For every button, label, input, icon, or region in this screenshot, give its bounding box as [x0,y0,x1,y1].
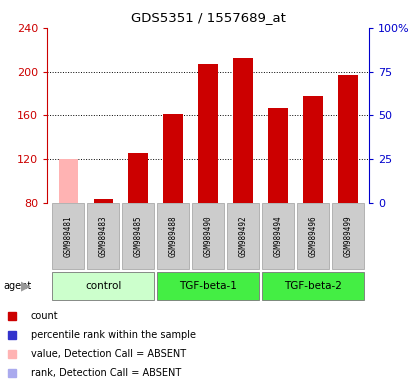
Bar [261,204,293,269]
Text: GSM989490: GSM989490 [203,215,212,257]
Bar [128,152,147,203]
Bar [337,75,357,203]
Bar [163,114,182,203]
Text: TGF-beta-1: TGF-beta-1 [179,281,236,291]
Text: rank, Detection Call = ABSENT: rank, Detection Call = ABSENT [31,368,180,378]
Text: GSM989494: GSM989494 [273,215,282,257]
Text: count: count [31,311,58,321]
Bar [297,204,328,269]
Bar [122,204,154,269]
Bar [261,271,363,300]
Text: GSM989488: GSM989488 [168,215,177,257]
Bar [303,96,322,203]
Bar [58,159,78,203]
Text: GSM989481: GSM989481 [63,215,72,257]
Bar [268,108,287,203]
Title: GDS5351 / 1557689_at: GDS5351 / 1557689_at [130,11,285,24]
Bar [331,204,363,269]
Text: GSM989496: GSM989496 [308,215,317,257]
Bar [52,204,84,269]
Text: ▶: ▶ [21,279,31,292]
Bar [198,64,217,203]
Bar [93,199,112,203]
Bar [233,58,252,203]
Text: GSM989483: GSM989483 [99,215,107,257]
Text: TGF-beta-2: TGF-beta-2 [283,281,341,291]
Text: percentile rank within the sample: percentile rank within the sample [31,330,195,340]
Text: control: control [85,281,121,291]
Text: agent: agent [3,281,31,291]
Bar [157,271,258,300]
Bar [192,204,223,269]
Text: GSM989485: GSM989485 [133,215,142,257]
Bar [227,204,258,269]
Bar [157,204,189,269]
Text: GSM989492: GSM989492 [238,215,247,257]
Bar [52,271,154,300]
Text: GSM989499: GSM989499 [343,215,352,257]
Bar [87,204,119,269]
Text: value, Detection Call = ABSENT: value, Detection Call = ABSENT [31,349,185,359]
